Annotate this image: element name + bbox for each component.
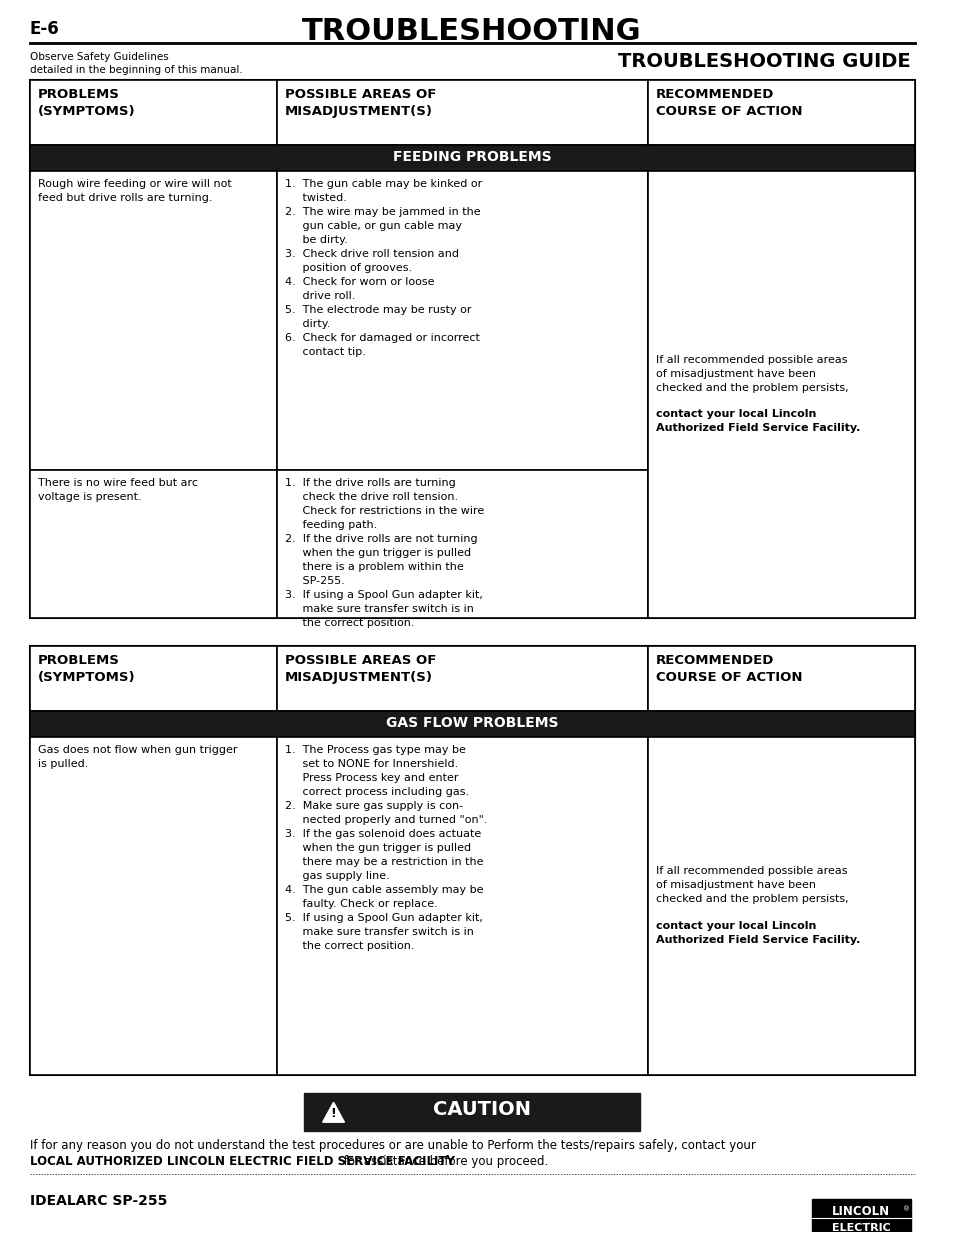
Bar [30, 80, 276, 144]
Text: FEEDING PROBLEMS: FEEDING PROBLEMS [393, 149, 551, 163]
Bar [648, 170, 914, 469]
Text: contact your local Lincoln
Authorized Field Service Facility.: contact your local Lincoln Authorized Fi… [656, 921, 860, 945]
Bar [648, 737, 914, 1076]
Bar [276, 469, 648, 619]
Bar [30, 80, 914, 619]
Text: If all recommended possible areas
of misadjustment have been
checked and the pro: If all recommended possible areas of mis… [656, 866, 848, 919]
Text: 1.  The gun cable may be kinked or
     twisted.
2.  The wire may be jammed in t: 1. The gun cable may be kinked or twiste… [285, 179, 482, 357]
Text: If for any reason you do not understand the test procedures or are unable to Per: If for any reason you do not understand … [30, 1139, 755, 1170]
Text: PROBLEMS
(SYMPTOMS): PROBLEMS (SYMPTOMS) [37, 88, 135, 117]
Text: LOCAL AUTHORIZED LINCOLN ELECTRIC FIELD SERVICE FACILITY: LOCAL AUTHORIZED LINCOLN ELECTRIC FIELD … [30, 1155, 454, 1168]
Bar [30, 737, 276, 1076]
Text: LINCOLN: LINCOLN [831, 1205, 889, 1218]
Bar [304, 1093, 639, 1131]
Bar [30, 646, 276, 711]
Text: ELECTRIC: ELECTRIC [831, 1223, 889, 1233]
Bar [648, 80, 914, 144]
Bar [648, 646, 914, 711]
Bar [276, 170, 648, 469]
Text: !: ! [331, 1107, 336, 1120]
Text: There is no wire feed but arc
voltage is present.: There is no wire feed but arc voltage is… [37, 478, 197, 501]
Text: 1.  If the drive rolls are turning
     check the drive roll tension.
     Check: 1. If the drive rolls are turning check … [285, 478, 484, 627]
Bar [30, 711, 914, 737]
Bar [276, 737, 648, 1076]
Text: If all recommended possible areas
of misadjustment have been
checked and the pro: If all recommended possible areas of mis… [656, 354, 848, 406]
Bar [811, 1199, 909, 1235]
Text: IDEALARC SP-255: IDEALARC SP-255 [30, 1194, 167, 1208]
Text: POSSIBLE AREAS OF
MISADJUSTMENT(S): POSSIBLE AREAS OF MISADJUSTMENT(S) [285, 655, 436, 684]
Text: TROUBLESHOOTING: TROUBLESHOOTING [302, 17, 641, 46]
Text: for assistance before you proceed.: for assistance before you proceed. [339, 1155, 548, 1168]
Text: contact your local Lincoln
Authorized Field Service Facility.: contact your local Lincoln Authorized Fi… [656, 410, 860, 433]
Text: RECOMMENDED
COURSE OF ACTION: RECOMMENDED COURSE OF ACTION [656, 88, 801, 117]
Text: CAUTION: CAUTION [433, 1100, 531, 1119]
Bar [276, 646, 648, 711]
Bar [30, 469, 276, 619]
Bar [30, 646, 914, 1076]
Bar [30, 144, 914, 170]
Text: ®: ® [902, 1207, 909, 1212]
Text: Rough wire feeding or wire will not
feed but drive rolls are turning.: Rough wire feeding or wire will not feed… [37, 179, 232, 203]
Text: RECOMMENDED
COURSE OF ACTION: RECOMMENDED COURSE OF ACTION [656, 655, 801, 684]
Text: 1.  The Process gas type may be
     set to NONE for Innershield.
     Press Pro: 1. The Process gas type may be set to NO… [285, 745, 487, 951]
Bar [30, 170, 276, 469]
Bar [276, 80, 648, 144]
Text: Observe Safety Guidelines
detailed in the beginning of this manual.: Observe Safety Guidelines detailed in th… [30, 52, 242, 75]
Text: PROBLEMS
(SYMPTOMS): PROBLEMS (SYMPTOMS) [37, 655, 135, 684]
Text: TROUBLESHOOTING GUIDE: TROUBLESHOOTING GUIDE [618, 52, 909, 70]
Bar [648, 170, 914, 619]
Text: POSSIBLE AREAS OF
MISADJUSTMENT(S): POSSIBLE AREAS OF MISADJUSTMENT(S) [285, 88, 436, 117]
Text: Gas does not flow when gun trigger
is pulled.: Gas does not flow when gun trigger is pu… [37, 745, 237, 769]
Text: E-6: E-6 [30, 20, 59, 38]
Text: GAS FLOW PROBLEMS: GAS FLOW PROBLEMS [385, 716, 558, 730]
Polygon shape [322, 1103, 344, 1123]
